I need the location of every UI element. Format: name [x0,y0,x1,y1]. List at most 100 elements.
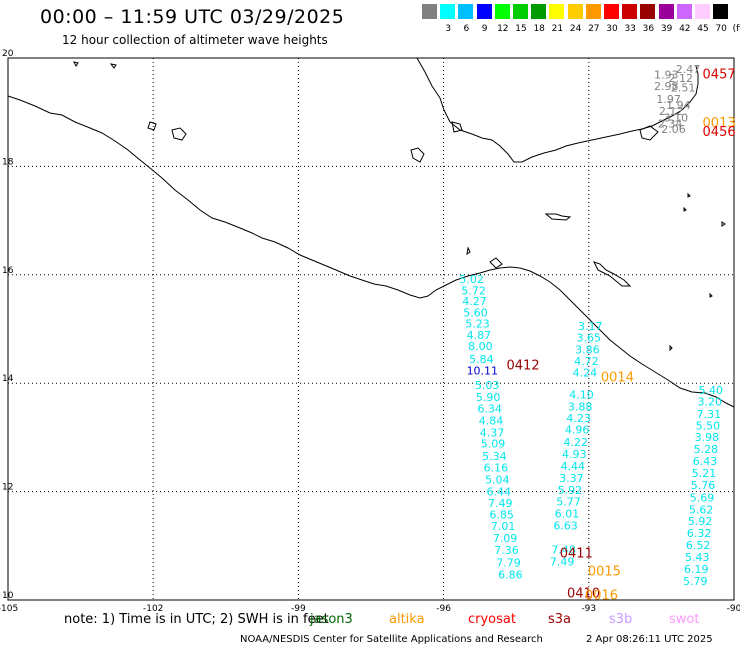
lat-tick-label: 20 [2,49,14,59]
legend-swatch [713,4,729,19]
satellite-cryosat: cryosat [468,612,516,627]
wave-height-value: 5.28 [694,443,719,456]
lat-tick-label: 14 [2,374,14,384]
pass-id: 0410 [567,586,600,601]
wave-height-value: 10.11 [467,365,499,378]
legend-label: 27 [588,24,600,34]
wave-height-value: 2.98 [654,80,679,93]
wave-height-value: 5.43 [685,551,710,564]
wave-height-value: 4.93 [562,448,587,461]
pacific-coastline [7,95,735,408]
island-8 [639,125,659,141]
wave-height-value: 5.69 [690,491,715,504]
pass-id: 0016 [585,588,618,603]
lon-tick-label: -102 [143,604,163,614]
lat-tick-label: 12 [2,483,13,493]
legend-swatch [622,4,638,19]
lon-tick-label: -99 [291,604,306,614]
lon-tick-label: -93 [581,604,596,614]
legend-swatch [604,4,619,19]
note-text: note: 1) Time is in UTC; 2) SWH is in fe… [64,612,329,627]
legend-swatch [440,4,456,19]
wave-height-value: 3.17 [578,320,603,333]
island-2 [544,213,572,221]
wave-height-value: 6.16 [484,462,509,475]
wave-height-value: 6.86 [498,568,523,581]
lat-tick-label: 10 [2,591,14,601]
wave-height-value: 1.94 [666,99,691,112]
wave-height-value: 6.52 [686,539,711,552]
wave-height-value: 3.10 [664,111,689,124]
wave-height-value: 6.85 [489,509,514,522]
pass-id: 0456 [703,125,736,140]
island-4 [593,261,632,287]
legend-label: 9 [481,24,488,34]
wave-height-value: 3.20 [698,395,723,408]
wave-height-value: 5.50 [696,419,721,432]
wave-height-value: 5.60 [463,307,488,320]
legend-label: 18 [533,24,545,34]
legend-swatch [422,4,437,19]
wave-height-value: 5.40 [699,384,724,397]
island-3 [489,257,503,269]
legend-swatch [549,4,565,19]
wave-height-labels: 5.025.724.275.605.234.878.005.84 5.035.90… [459,63,723,588]
islet-4 [683,206,687,212]
legend-swatch [676,4,692,19]
islet-7 [709,292,713,298]
wave-height-value: 5.03 [475,379,500,392]
wave-height-value: 4.22 [563,436,588,449]
lat-tick-label: 18 [2,157,14,167]
pass-id: 0457 [703,68,736,83]
map-frame [7,57,735,601]
pass-id: 0015 [588,565,621,580]
wave-height-value: 4.84 [479,414,504,427]
wave-height-value: 4.27 [462,295,487,308]
pass-id: 0411 [560,547,593,562]
wave-height-value: 3.98 [695,431,720,444]
legend-label: 12 [497,24,509,34]
wave-height-value: 5.02 [459,273,484,286]
wave-height-value: 6.63 [553,520,578,533]
wave-height-value: 3.37 [559,472,584,485]
island-7 [451,121,463,133]
wave-height-value: 2.12 [659,105,684,118]
legend-label: 30 [606,24,618,34]
satellite-jason3: jason3 [310,612,353,627]
wave-height-value: 4.72 [574,355,599,368]
wave-height-value: 7.31 [697,408,722,421]
pass-id: 0014 [601,371,634,386]
wave-height-value: 4.44 [561,460,586,473]
legend-label: 39 [660,24,673,34]
wave-height-value: 5.90 [476,391,501,404]
legend-swatch [658,4,674,19]
satellite-s3a: s3a [548,612,572,627]
wave-height-value: 4.96 [565,424,590,437]
pass-id: 0013 [703,116,736,131]
lon-tick-label: -105 [0,604,18,614]
wave-height-value: 5.09 [481,438,506,451]
wave-height-value: 5.77 [556,496,581,509]
island-9 [466,246,471,256]
island-6 [147,121,157,131]
wave-height-value: 6.34 [477,402,502,415]
legend-unit: (ft) [732,24,740,34]
wave-height-value: 5.84 [469,353,494,366]
wave-height-value: 5.34 [482,450,507,463]
wave-height-value: 4.24 [573,367,598,380]
legend-swatch [513,4,528,19]
islet-6 [669,344,673,352]
legend-label: 24 [569,24,582,34]
wave-height-value: 8.00 [468,340,493,353]
satellite-swot: swot [669,612,700,627]
credit-org: NOAA/NESDIS Center for Satellite Applica… [240,634,543,645]
map-subtitle: 12 hour collection of altimeter wave hei… [62,33,328,47]
credit-timestamp: 2 Apr 08:26:11 UTC 2025 [586,634,713,645]
legend-label: 45 [697,24,709,34]
wave-height-value: 5.92 [688,515,713,528]
map-title: 00:00 – 11:59 UTC 03/29/2025 [40,6,345,28]
wave-height-value: 1.93 [654,69,679,82]
wave-height-value: 2.12 [669,72,694,85]
wave-height-value: 6.32 [687,527,712,540]
